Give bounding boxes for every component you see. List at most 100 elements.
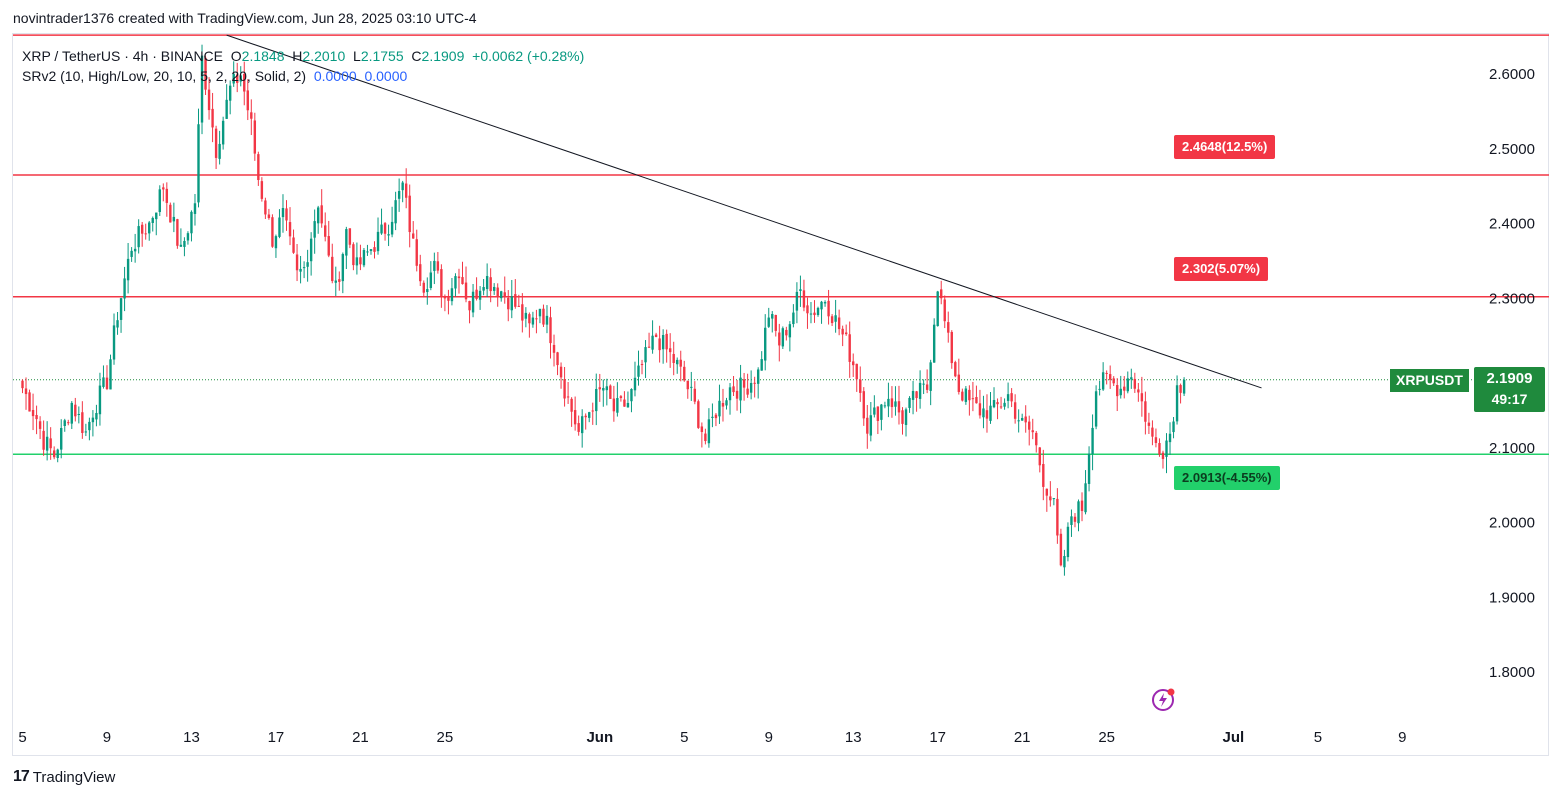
candle-body [862, 391, 865, 419]
candle-body [602, 387, 605, 391]
candle-body [545, 315, 549, 325]
candle-body [1105, 372, 1108, 374]
candle-body [735, 390, 739, 399]
candle-body [760, 359, 763, 371]
candle-body [848, 334, 851, 362]
candle-body [102, 377, 105, 387]
candle-body [165, 188, 169, 203]
candle-body [894, 401, 897, 407]
candle-body [915, 391, 918, 399]
tradingview-logo[interactable]: 17 TradingView [13, 768, 115, 786]
candle-body [1017, 420, 1020, 422]
candle-body [605, 386, 609, 391]
candle-body [1137, 389, 1140, 393]
lightning-icon[interactable] [1151, 687, 1175, 711]
candle-body [521, 304, 524, 321]
candle-body [661, 334, 665, 350]
candle-body [236, 74, 239, 83]
candle-body [158, 189, 161, 213]
bar-countdown: 49:17 [1491, 391, 1528, 407]
candle-body [38, 421, 42, 429]
descending-trendline [226, 34, 1262, 389]
candle-body [397, 191, 401, 199]
open-label: O [230, 48, 242, 64]
candle-body [172, 216, 176, 222]
close-label: C [411, 48, 422, 64]
candle-body [91, 417, 95, 423]
candle-body [123, 278, 126, 299]
candle-body [890, 398, 894, 408]
price-tick-label: 2.5000 [1489, 141, 1535, 158]
chart-frame [12, 33, 1549, 756]
candle-body [844, 332, 848, 335]
candle-body [721, 402, 725, 407]
candle-body [176, 219, 179, 246]
tv-brand-text: TradingView [32, 768, 116, 786]
candle-body [492, 286, 496, 291]
candle-body [718, 400, 721, 417]
candle-body [355, 257, 359, 266]
candle-body [932, 324, 936, 363]
candle-body [211, 108, 214, 128]
time-tick-label: 13 [845, 729, 862, 746]
candle-body [422, 282, 425, 293]
candle-body [985, 410, 989, 419]
candle-body [331, 256, 334, 282]
candle-body [436, 261, 440, 271]
candle-body [485, 276, 489, 290]
indicator-value-2: 0.0000 [364, 68, 408, 84]
candle-body [281, 207, 285, 218]
candle-body [1084, 483, 1087, 513]
candle-body [1031, 430, 1034, 433]
candle-body [739, 377, 742, 401]
candle-body [193, 203, 197, 214]
candle-body [580, 416, 584, 434]
candle-body [785, 329, 788, 336]
indicator-value-1: 0.0000 [313, 68, 357, 84]
candle-body [1066, 526, 1070, 558]
candle-body [971, 398, 975, 400]
candle-body [148, 222, 151, 234]
time-tick-label: 25 [437, 729, 454, 746]
symbol-ohlc-row: XRP / TetherUS · 4h · BINANCE O2.1848 H2… [22, 46, 584, 66]
candle-body [989, 405, 992, 421]
candle-body [728, 387, 732, 401]
candle-body [394, 200, 397, 224]
candle-body [806, 305, 809, 314]
candle-body [278, 217, 281, 237]
candle-body [788, 324, 792, 338]
candle-body [292, 237, 295, 253]
candle-body [334, 280, 337, 283]
candle-body [320, 205, 323, 224]
candle-body [471, 291, 475, 313]
candle-body [366, 251, 369, 253]
candle-body [204, 57, 207, 90]
candle-body [961, 391, 964, 401]
symbol-info[interactable]: XRP / TetherUS · 4h · BINANCE [22, 48, 223, 64]
candle-body [299, 268, 302, 272]
candle-body [725, 400, 728, 406]
indicator-name[interactable]: SRv2 (10, High/Low, 20, 10, 5, 2, 20, So… [22, 68, 307, 84]
candle-body [742, 379, 746, 388]
candle-body [1140, 393, 1144, 402]
candle-body [809, 313, 813, 315]
time-tick-label: Jul [1223, 729, 1245, 746]
candle-body [70, 402, 73, 424]
candle-body [383, 223, 387, 234]
low-value: 2.1755 [360, 48, 404, 64]
candle-body [457, 276, 461, 279]
candle-body [911, 390, 915, 400]
candle-body [1108, 374, 1112, 380]
tv-logo-icon: 17 [13, 768, 30, 785]
candle-body [133, 248, 137, 252]
candle-body [376, 231, 380, 252]
candle-body [183, 240, 186, 247]
candle-body [109, 359, 112, 390]
candle-body [813, 312, 816, 316]
candle-body [714, 414, 718, 419]
candle-body [549, 317, 552, 344]
candle-body [450, 288, 454, 302]
candle-body [302, 267, 306, 269]
price-tick-label: 2.4000 [1489, 216, 1535, 233]
